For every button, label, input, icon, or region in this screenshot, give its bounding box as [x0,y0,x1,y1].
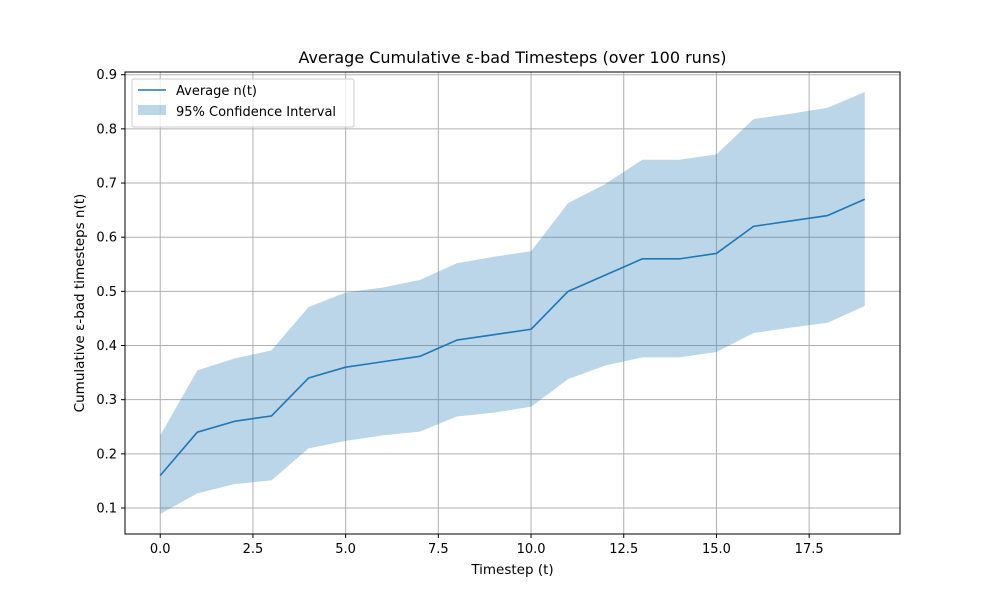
y-tick-label: 0.8 [96,122,117,137]
x-tick-label: 15.0 [702,542,731,557]
chart-title: Average Cumulative ε-bad Timesteps (over… [298,48,726,67]
y-tick-label: 0.3 [96,393,117,408]
legend-box [131,78,355,128]
legend-series-label: Average n(t) [176,84,257,99]
legend: Average n(t) 95% Confidence Interval [131,78,355,128]
x-tick-label: 17.5 [795,542,824,557]
plot-frame [124,71,901,535]
y-axis-label: Cumulative ε-bad timesteps n(t) [72,194,88,413]
grid [125,72,900,534]
x-axis-ticks: 0.0 2.5 5.0 7.5 10.0 12.5 15.0 17.5 [150,534,824,557]
y-tick-label: 0.4 [96,339,117,354]
y-axis-ticks: 0.1 0.2 0.3 0.4 0.5 0.6 0.7 0.8 0.9 [96,68,125,517]
confidence-band [160,92,865,514]
x-tick-label: 7.5 [428,542,449,557]
x-axis-label: Timestep (t) [470,562,553,578]
x-tick-label: 2.5 [243,542,264,557]
confidence-band-layer [160,92,865,514]
y-tick-label: 0.1 [96,502,117,517]
y-tick-label: 0.6 [96,231,117,246]
legend-band-swatch [138,105,166,115]
x-tick-label: 10.0 [517,542,546,557]
x-tick-label: 0.0 [150,542,171,557]
x-tick-label: 5.0 [335,542,356,557]
y-tick-label: 0.2 [96,447,117,462]
legend-band-label: 95% Confidence Interval [176,105,336,120]
y-tick-label: 0.5 [96,285,117,300]
y-tick-label: 0.9 [96,68,117,83]
x-tick-label: 12.5 [609,542,638,557]
series-layer [159,198,866,477]
series-line-average [159,198,866,477]
y-tick-label: 0.7 [96,177,117,192]
